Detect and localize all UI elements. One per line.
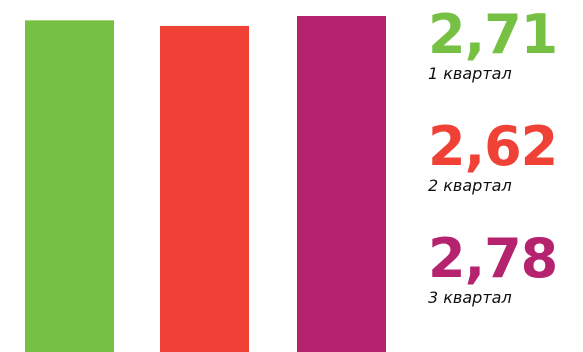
bar-chart bbox=[25, 16, 386, 352]
legend-label-q2: 2 квартал bbox=[428, 176, 512, 195]
legend-entry-q2: 2,62 2 квартал bbox=[428, 118, 583, 230]
legend-entry-q1: 2,71 1 квартал bbox=[428, 6, 583, 118]
legend-entry-q3: 2,78 3 квартал bbox=[428, 230, 583, 342]
legend-value-q1: 2,71 bbox=[428, 3, 558, 66]
legend-label-q1: 1 квартал bbox=[428, 64, 512, 83]
bar-q2 bbox=[160, 25, 249, 352]
legend-value-q3: 2,78 bbox=[428, 227, 558, 290]
bar-q1 bbox=[25, 20, 114, 352]
legend-value-q2: 2,62 bbox=[428, 115, 558, 178]
legend-label-q3: 3 квартал bbox=[428, 288, 512, 307]
chart-legend: 2,71 1 квартал 2,62 2 квартал 2,78 3 ква… bbox=[428, 6, 583, 342]
bar-q3 bbox=[297, 16, 386, 352]
